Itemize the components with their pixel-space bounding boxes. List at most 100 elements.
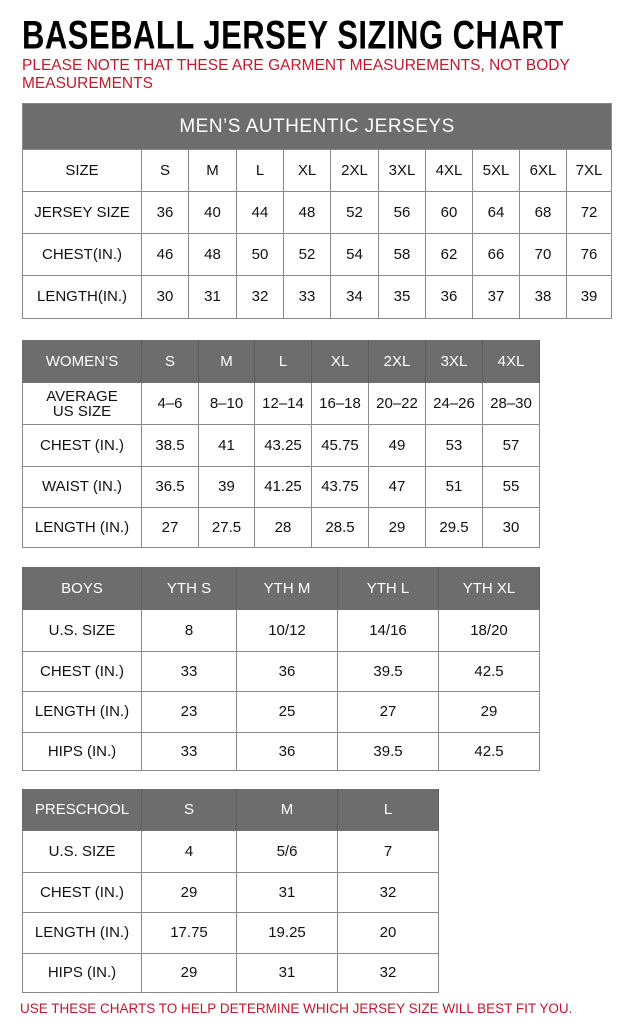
table-row: U.S. SIZE 4 5/6 7: [22, 830, 439, 873]
cell-value: 32: [236, 275, 284, 319]
cell-value: 52: [330, 191, 379, 234]
cell-value: 55: [482, 466, 540, 508]
row-label: CHEST (IN.): [22, 424, 142, 467]
cell-value: 16–18: [311, 382, 369, 425]
cell-value: 20: [337, 912, 439, 954]
cell-value: 43.25: [254, 424, 312, 467]
cell-value: 4: [141, 830, 237, 873]
cell-value: 68: [519, 191, 567, 234]
cell-value: 27: [337, 691, 439, 733]
womens-table: WOMEN’S S M L XL 2XL 3XL 4XL AVERAGE US SIZE 4–6 8…: [22, 340, 540, 548]
table-row: LENGTH (IN.) 17.75 19.25 20: [22, 912, 439, 954]
header-row: WOMEN’S S M L XL 2XL 3XL 4XL: [22, 340, 540, 383]
header-label: BOYS: [22, 567, 142, 610]
cell-value: 45.75: [311, 424, 369, 467]
cell-value: 18/20: [438, 609, 540, 652]
footer-note: USE THESE CHARTS TO HELP DETERMINE WHICH…: [20, 1001, 573, 1016]
cell-value: 31: [236, 872, 338, 913]
table-row: LENGTH(IN.) 30 31 32 33 34 35 36 37 38 39: [22, 275, 613, 319]
cell-value: 44: [236, 191, 284, 234]
row-label: CHEST (IN.): [22, 872, 142, 913]
table-row: HIPS (IN.) 29 31 32: [22, 953, 439, 993]
cell-value: 36: [141, 191, 189, 234]
cell-value: 33: [283, 275, 331, 319]
cell-value: 25: [236, 691, 338, 733]
cell-value: 24–26: [425, 382, 483, 425]
row-label: LENGTH (IN.): [22, 912, 142, 954]
table-row: CHEST(IN.) 46 48 50 52 54 58 62 66 70 76: [22, 233, 613, 276]
cell-value: 30: [141, 275, 189, 319]
header-row: PRESCHOOL S M L: [22, 789, 439, 831]
cell-value: 43.75: [311, 466, 369, 508]
header-row: SIZE S M L XL 2XL 3XL 4XL 5XL 6XL 7XL: [22, 149, 613, 192]
cell-value: 38: [519, 275, 567, 319]
header-size: S: [141, 340, 199, 383]
table-row: AVERAGE US SIZE 4–6 8–10 12–14 16–18 20–22 24–…: [22, 382, 540, 425]
row-label: HIPS (IN.): [22, 953, 142, 993]
header-size: L: [254, 340, 312, 383]
cell-value: 35: [378, 275, 426, 319]
row-label: LENGTH(IN.): [22, 275, 142, 319]
cell-value: 52: [283, 233, 331, 276]
cell-value: 66: [472, 233, 520, 276]
cell-value: 47: [368, 466, 426, 508]
header-size: 2XL: [368, 340, 426, 383]
cell-value: 50: [236, 233, 284, 276]
header-size: YTH S: [141, 567, 237, 610]
table-row: WAIST (IN.) 36.5 39 41.25 43.75 47 51 55: [22, 466, 540, 508]
cell-value: 31: [188, 275, 237, 319]
row-label: U.S. SIZE: [22, 830, 142, 873]
header-size: M: [236, 789, 338, 831]
cell-value: 29: [141, 872, 237, 913]
cell-value: 51: [425, 466, 483, 508]
cell-value: 64: [472, 191, 520, 234]
cell-value: 29: [438, 691, 540, 733]
cell-value: 60: [425, 191, 473, 234]
table-row: JERSEY SIZE 36 40 44 48 52 56 60 64 68 72: [22, 191, 613, 234]
cell-value: 57: [482, 424, 540, 467]
header-size: YTH M: [236, 567, 338, 610]
header-size: 2XL: [330, 149, 379, 192]
header-size: 4XL: [425, 149, 473, 192]
cell-value: 48: [283, 191, 331, 234]
header-size: M: [198, 340, 255, 383]
cell-value: 4–6: [141, 382, 199, 425]
header-label: PRESCHOOL: [22, 789, 142, 831]
table-row: U.S. SIZE 8 10/12 14/16 18/20: [22, 609, 540, 652]
cell-value: 39: [198, 466, 255, 508]
row-label: JERSEY SIZE: [22, 191, 142, 234]
cell-value: 42.5: [438, 651, 540, 692]
cell-value: 49: [368, 424, 426, 467]
row-label: AVERAGE US SIZE: [22, 382, 142, 425]
cell-value: 34: [330, 275, 379, 319]
header-size: YTH XL: [438, 567, 540, 610]
row-label: LENGTH (IN.): [22, 691, 142, 733]
cell-value: 28: [254, 507, 312, 548]
header-size: 7XL: [565, 149, 613, 192]
cell-value: 31: [236, 953, 338, 993]
cell-value: 76: [565, 233, 613, 276]
cell-value: 36.5: [141, 466, 199, 508]
cell-value: 30: [482, 507, 540, 548]
cell-value: 70: [519, 233, 567, 276]
cell-value: 12–14: [254, 382, 312, 425]
row-label: WAIST (IN.): [22, 466, 142, 508]
header-label: WOMEN’S: [22, 340, 142, 383]
cell-value: 53: [425, 424, 483, 467]
cell-value: 36: [236, 732, 338, 771]
cell-value: 46: [141, 233, 189, 276]
cell-value: 27: [141, 507, 199, 548]
header-size: S: [141, 149, 189, 192]
cell-value: 41: [198, 424, 255, 467]
cell-value: 33: [141, 651, 237, 692]
cell-value: 28.5: [311, 507, 369, 548]
cell-value: 38.5: [141, 424, 199, 467]
table-row: LENGTH (IN.) 23 25 27 29: [22, 691, 540, 733]
header-label: SIZE: [22, 149, 142, 192]
cell-value: 40: [188, 191, 237, 234]
header-size: M: [188, 149, 237, 192]
cell-value: 36: [425, 275, 473, 319]
garment-note: PLEASE NOTE THAT THESE ARE GARMENT MEASU…: [22, 57, 570, 92]
mens-table: MEN’S AUTHENTIC JERSEYS SIZE S M L XL 2XL 3XL 4X…: [21, 103, 613, 319]
cell-value: 39.5: [337, 732, 439, 771]
